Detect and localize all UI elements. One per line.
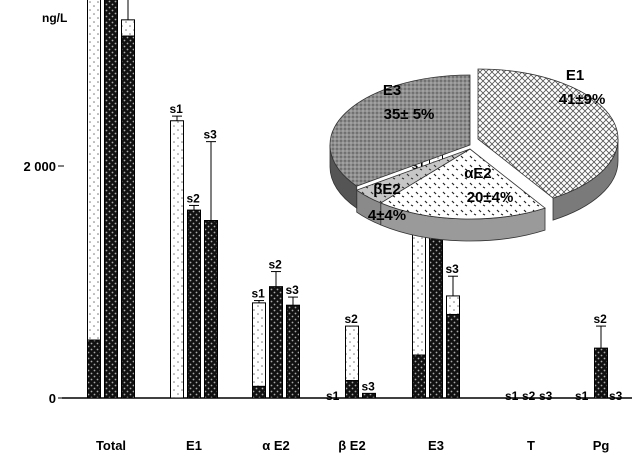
bar-lower-segment	[121, 35, 135, 399]
bar-upper-segment	[87, 0, 101, 341]
pie-slice-aE2	[379, 148, 546, 220]
bar-lower-segment	[269, 286, 283, 399]
sample-label: s1	[326, 389, 340, 403]
bar-group-T: Ts1 s2 s3	[505, 389, 553, 453]
bar-lower-segment	[286, 304, 300, 399]
bar-lower-segment	[252, 385, 266, 399]
sample-label: s3	[539, 389, 553, 403]
pie-value-bE2: 4±4%	[368, 207, 406, 224]
sample-label: s1	[575, 389, 589, 403]
pie-value-aE2: 20±4%	[467, 189, 514, 206]
bar-lower-segment	[412, 354, 426, 399]
sample-label: s3	[446, 262, 460, 276]
bar-lower-segment	[446, 313, 460, 399]
bar-group-Total: Totals1s2s3	[87, 0, 135, 453]
category-label: Total	[96, 438, 126, 453]
pie-label-bE2: βE2	[373, 181, 401, 198]
bar-lower-segment	[104, 0, 118, 399]
bar-group-bE2: β E2 s1 s2 s3	[326, 312, 376, 453]
y-tick-label: 0	[49, 391, 56, 406]
pie-label-E1: E1	[566, 67, 584, 84]
pie-slice-bE2	[355, 148, 471, 204]
sample-label: s1	[170, 102, 184, 116]
bar-upper-segment	[170, 120, 184, 399]
bar-group-E1: E1 s1 s2 s3	[170, 102, 218, 453]
sample-label: s3	[609, 389, 623, 403]
bar-upper-segment	[252, 302, 266, 387]
pie-value-E1: 41±9%	[559, 91, 606, 108]
sample-label: s1	[252, 287, 266, 301]
pie-label-aE2: αE2	[464, 165, 492, 182]
bar-lower-segment	[187, 209, 201, 399]
bar-lower-segment	[345, 380, 359, 399]
sample-label: s2	[345, 312, 359, 326]
pie-slice-E1	[477, 68, 619, 199]
pie-label-E3: E3	[383, 82, 401, 99]
bar-upper-segment	[345, 325, 359, 382]
bar-lower-segment	[594, 347, 608, 399]
bar-group-Pg: Pg s1 s2 s3	[575, 312, 623, 453]
pie-value-E3: 35± 5%	[384, 106, 435, 123]
pie-slice-E3	[329, 74, 471, 187]
category-label: T	[527, 438, 535, 453]
bar-lower-segment	[87, 339, 101, 399]
sample-label: s3	[286, 283, 300, 297]
sample-label: s2	[269, 258, 283, 272]
bar-lower-segment	[362, 392, 376, 399]
y-axis-unit: ng/L	[42, 11, 67, 25]
category-label: E1	[186, 438, 202, 453]
sample-label: s3	[362, 379, 376, 393]
bar-lower-segment	[204, 220, 218, 399]
sample-label: s1	[505, 389, 519, 403]
category-label: α E2	[262, 438, 290, 453]
pie-chart: E1 41±9% αE2 20±4% βE2 4±4% E3 35± 5%	[329, 67, 619, 242]
bar-upper-segment	[121, 19, 135, 37]
sample-label: s2	[594, 312, 608, 326]
sample-label: s2	[522, 389, 536, 403]
sample-label: s2	[187, 191, 201, 205]
bar-upper-segment	[446, 295, 460, 315]
category-label: E3	[428, 438, 444, 453]
y-tick-label: 2 000	[23, 159, 56, 174]
sample-label: s3	[204, 128, 218, 142]
category-label: β E2	[338, 438, 365, 453]
category-label: Pg	[593, 438, 610, 453]
